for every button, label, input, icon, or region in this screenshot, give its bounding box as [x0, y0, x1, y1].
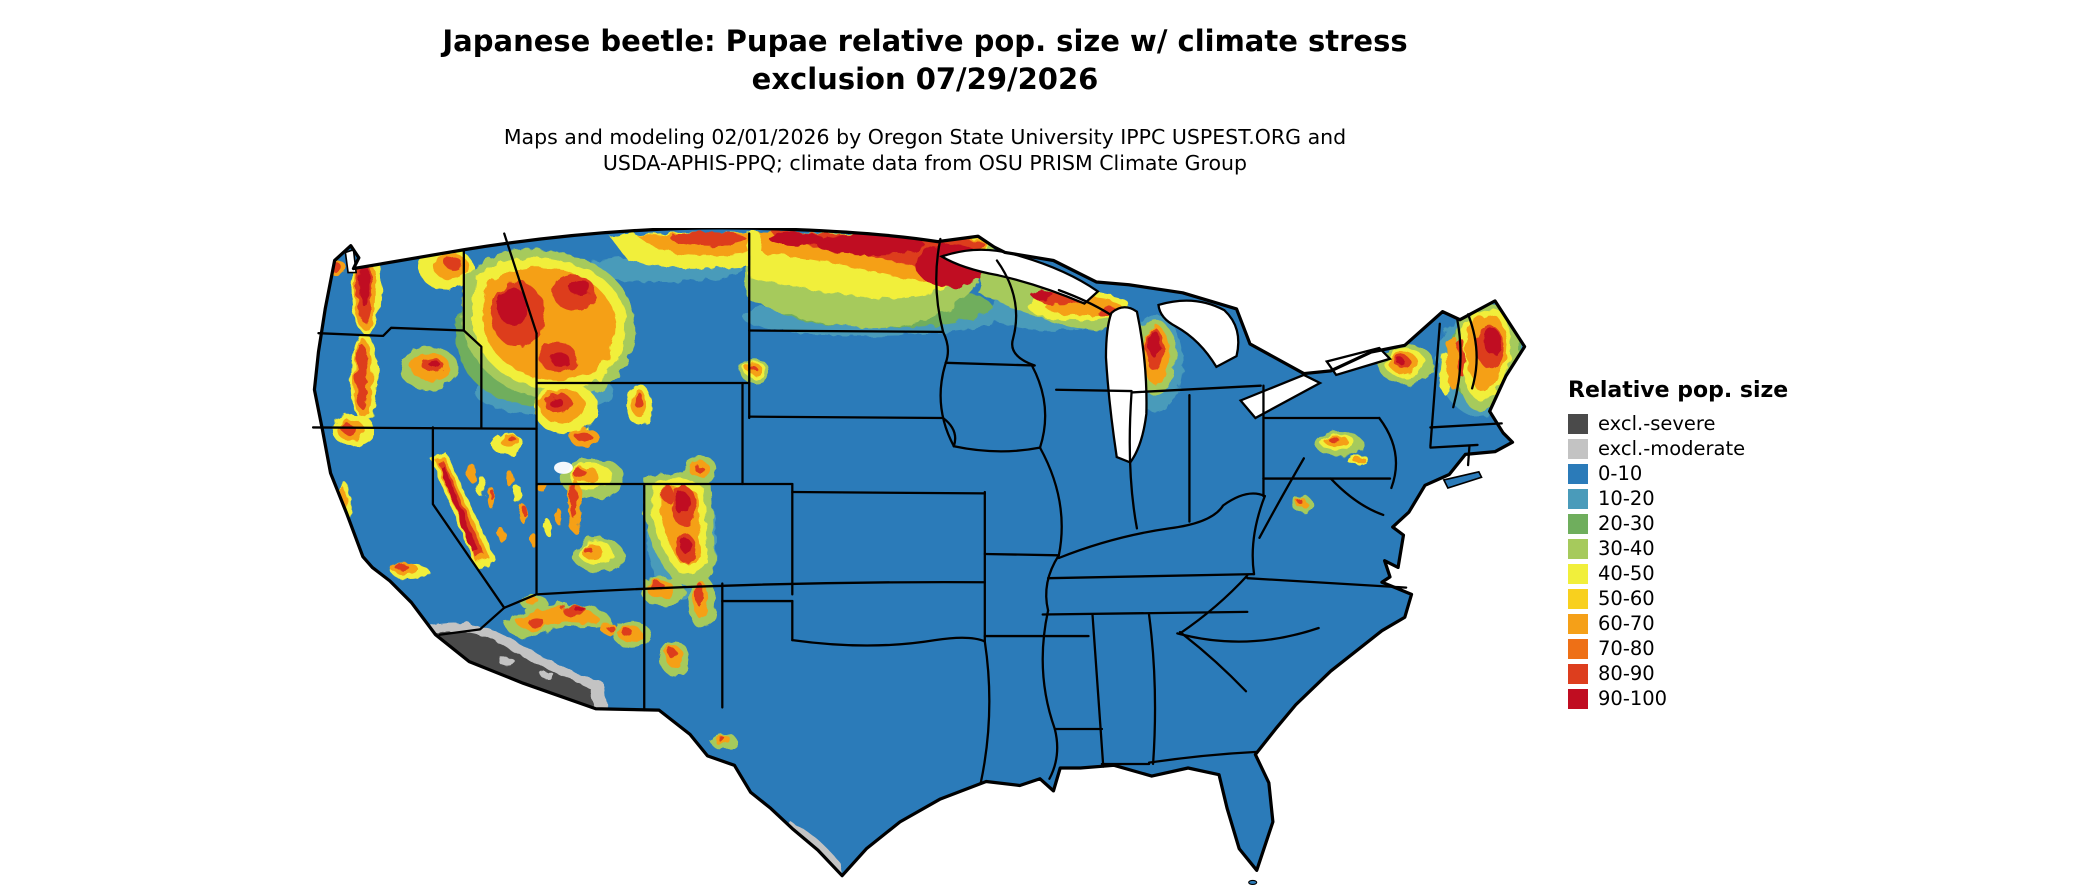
legend-item: 80-90 [1568, 664, 1788, 684]
legend-item: 10-20 [1568, 489, 1788, 509]
legend-item-label: 20-30 [1598, 512, 1655, 536]
map-subtitle-line1: Maps and modeling 02/01/2026 by Oregon S… [503, 125, 1347, 149]
hotzone-sierra-nevada [340, 453, 497, 580]
map-subtitle: Maps and modeling 02/01/2026 by Oregon S… [0, 124, 1850, 176]
us-choropleth-map [311, 226, 1527, 885]
legend-item: 70-80 [1568, 639, 1788, 659]
hotzone-appalachians [1291, 431, 1369, 513]
legend-item: 40-50 [1568, 564, 1788, 584]
florida-keys-shape [1248, 879, 1258, 885]
legend-item-label: 60-70 [1598, 612, 1655, 636]
legend-item-label: 10-20 [1598, 487, 1655, 511]
us-outline [312, 226, 1527, 878]
legend-swatch [1568, 414, 1588, 434]
long-island-shape [1442, 470, 1483, 489]
legend-item-label: 90-100 [1598, 687, 1668, 711]
hotzone-colorado-rockies [641, 472, 716, 630]
map-title-line1: Japanese beetle: Pupae relative pop. siz… [442, 24, 1408, 58]
legend-swatch [1568, 439, 1588, 459]
map-subtitle-line2: USDA-APHIS-PPQ; climate data from OSU PR… [602, 151, 1248, 176]
legend-item: 30-40 [1568, 539, 1788, 559]
legend-item-label: 0-10 [1598, 462, 1643, 486]
lake-huron-shape [1157, 299, 1240, 369]
legend-item: excl.-severe [1568, 414, 1788, 434]
legend-swatch [1568, 539, 1588, 559]
legend-item: 0-10 [1568, 464, 1788, 484]
legend-item-label: 70-80 [1598, 637, 1655, 661]
legend-swatch [1568, 664, 1588, 684]
legend-swatch [1568, 464, 1588, 484]
legend-item-label: 40-50 [1598, 562, 1655, 586]
legend-item-label: excl.-severe [1598, 412, 1716, 436]
great-salt-lake-shape [554, 461, 573, 474]
legend-swatch [1568, 639, 1588, 659]
legend-item: excl.-moderate [1568, 439, 1788, 459]
legend-swatch [1568, 614, 1588, 634]
legend-item-label: 50-60 [1598, 587, 1655, 611]
legend-title: Relative pop. size [1568, 378, 1789, 403]
hotzone-utah-ranges [560, 458, 626, 573]
hotzone-great-basin-speckles [467, 432, 562, 548]
legend-swatch [1568, 489, 1588, 509]
legend-item: 60-70 [1568, 614, 1788, 634]
legend: Relative pop. size excl.-severe excl.-mo… [1568, 378, 1788, 714]
legend-swatch [1568, 564, 1588, 584]
map-title-line2: exclusion 07/29/2026 [751, 62, 1099, 97]
state-borders-layer [311, 232, 1503, 784]
lake-erie-shape [1238, 373, 1323, 420]
base-map-region [314, 227, 1525, 876]
map-title: Japanese beetle: Pupae relative pop. siz… [0, 22, 1850, 99]
legend-swatch [1568, 514, 1588, 534]
lake-michigan-shape [1104, 306, 1148, 464]
legend-item-label: excl.-moderate [1598, 437, 1746, 461]
legend-swatch [1568, 589, 1588, 609]
legend-item-label: 80-90 [1598, 662, 1655, 686]
exclusion-southwest-desert [423, 622, 607, 713]
legend-swatch [1568, 689, 1588, 709]
legend-item: 90-100 [1568, 689, 1788, 709]
hotzone-northern-rockies [461, 248, 770, 484]
map-area [305, 226, 1530, 888]
legend-item: 50-60 [1568, 589, 1788, 609]
hotzone-northern-plains [609, 230, 997, 329]
legend-item: 20-30 [1568, 514, 1788, 534]
legend-item-label: 30-40 [1598, 537, 1655, 561]
